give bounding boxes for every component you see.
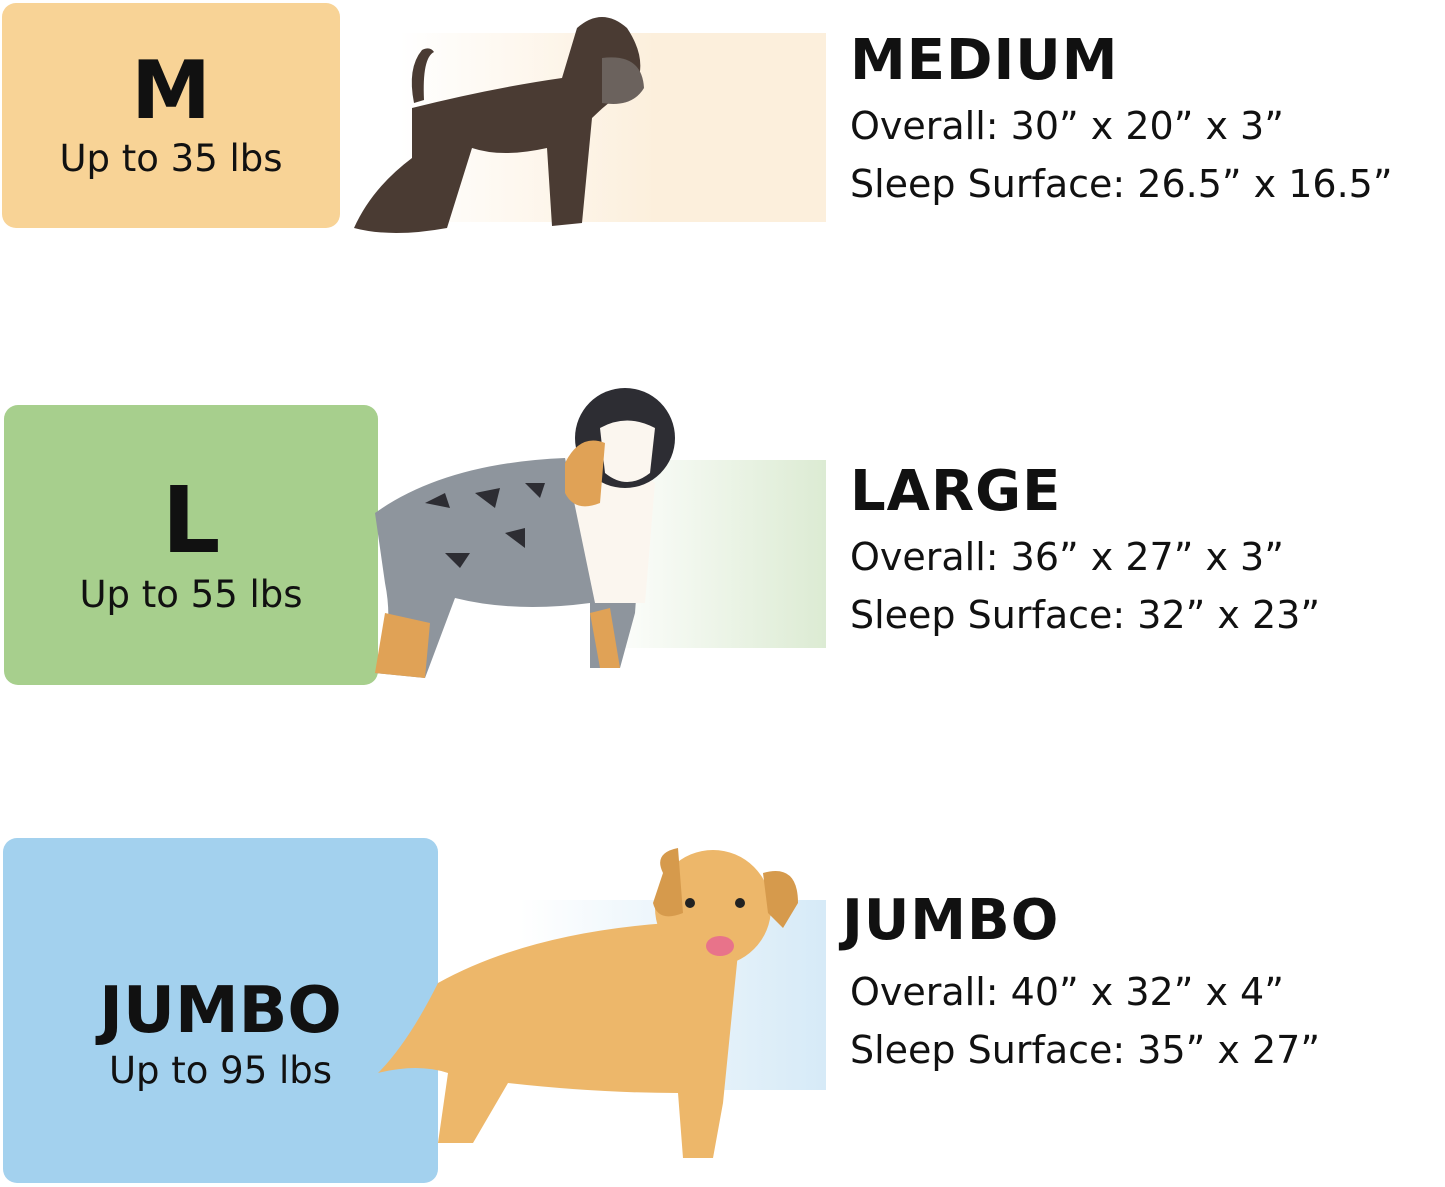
overall-dimensions: Overall: 30” x 20” x 3” <box>850 104 1284 148</box>
size-info-jumbo: JUMBO Overall: 40” x 32” x 4” Sleep Surf… <box>842 893 1320 1079</box>
sleep-surface-dimensions: Sleep Surface: 26.5” x 16.5” <box>850 162 1393 206</box>
sleep-surface-dimensions: Sleep Surface: 35” x 27” <box>850 1028 1321 1072</box>
schnauzer-icon <box>354 17 644 233</box>
australian-shepherd-icon <box>375 388 675 678</box>
size-info-large: LARGE Overall: 36” x 27” x 3” Sleep Surf… <box>850 464 1320 644</box>
overall-dimensions: Overall: 40” x 32” x 4” <box>850 970 1284 1014</box>
golden-retriever-icon <box>378 848 798 1158</box>
size-name: JUMBO <box>842 888 1060 953</box>
size-badge-jumbo: JUMBO Up to 95 lbs <box>3 838 438 1183</box>
size-letter: JUMBO <box>99 974 342 1049</box>
overall-dimensions: Overall: 36” x 27” x 3” <box>850 535 1284 579</box>
size-badge-medium: M Up to 35 lbs <box>2 3 340 228</box>
size-name: LARGE <box>850 459 1062 524</box>
size-name: MEDIUM <box>850 28 1119 93</box>
size-badge-large: L Up to 55 lbs <box>4 405 378 685</box>
size-info-medium: MEDIUM Overall: 30” x 20” x 3” Sleep Sur… <box>850 33 1393 213</box>
weight-limit: Up to 55 lbs <box>79 572 303 616</box>
weight-limit: Up to 95 lbs <box>108 1049 333 1093</box>
size-letter: M <box>131 44 211 138</box>
sleep-surface-dimensions: Sleep Surface: 32” x 23” <box>850 593 1321 637</box>
size-letter: L <box>161 466 221 574</box>
weight-limit: Up to 35 lbs <box>59 137 283 181</box>
